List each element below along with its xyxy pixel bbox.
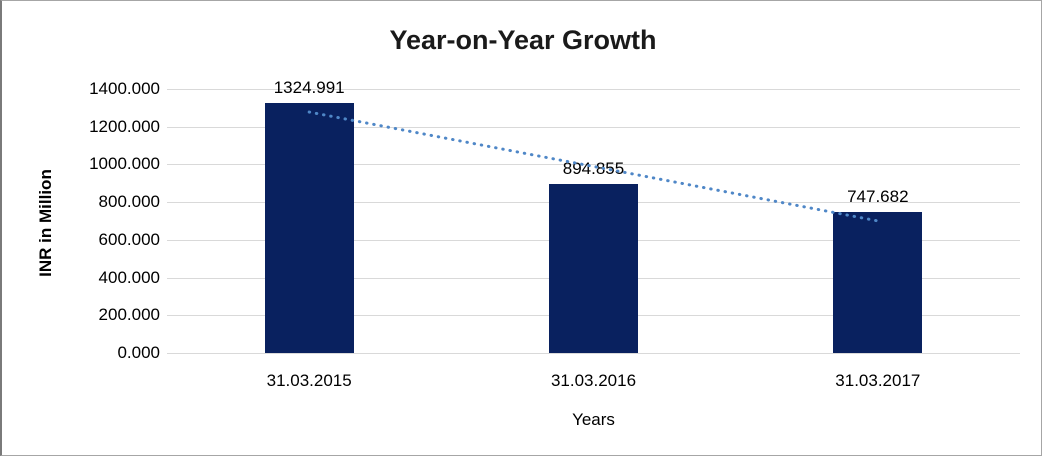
x-tick-label: 31.03.2015	[266, 371, 352, 390]
plot-area: 1324.991 894.855 747.682	[167, 78, 1020, 354]
bar-31.03.2015	[264, 103, 354, 353]
y-tick-label: 200.000	[98, 305, 160, 325]
y-tick-label: 0.000	[117, 343, 160, 362]
bar-value-label: 894.855	[562, 159, 625, 179]
trendline	[307, 110, 880, 223]
y-tick-label: 600.000	[98, 229, 160, 249]
y-tick-label: 400.000	[98, 267, 160, 287]
bar-value-label: 1324.991	[273, 78, 345, 98]
x-tick-label: 31.03.2017	[835, 371, 921, 390]
y-tick-label: 1400.000	[89, 79, 160, 98]
bar-31.03.2016	[549, 184, 638, 353]
gridline	[167, 353, 1020, 354]
y-tick-label: 800.000	[98, 192, 160, 212]
x-axis-title: Years	[572, 410, 615, 429]
x-tick-label: 31.03.2016	[550, 371, 637, 390]
bar-31.03.2017	[833, 212, 923, 353]
y-tick-label: 1000.000	[89, 154, 160, 174]
gridline	[167, 126, 1020, 128]
bar-value-label: 747.682	[847, 187, 909, 206]
gridline	[167, 89, 1020, 90]
y-axis-title: INR in Million	[36, 169, 55, 277]
chart-title: Year-on-Year Growth	[389, 25, 657, 55]
gridline	[167, 164, 1020, 166]
y-tick-label: 1200.000	[89, 116, 160, 136]
